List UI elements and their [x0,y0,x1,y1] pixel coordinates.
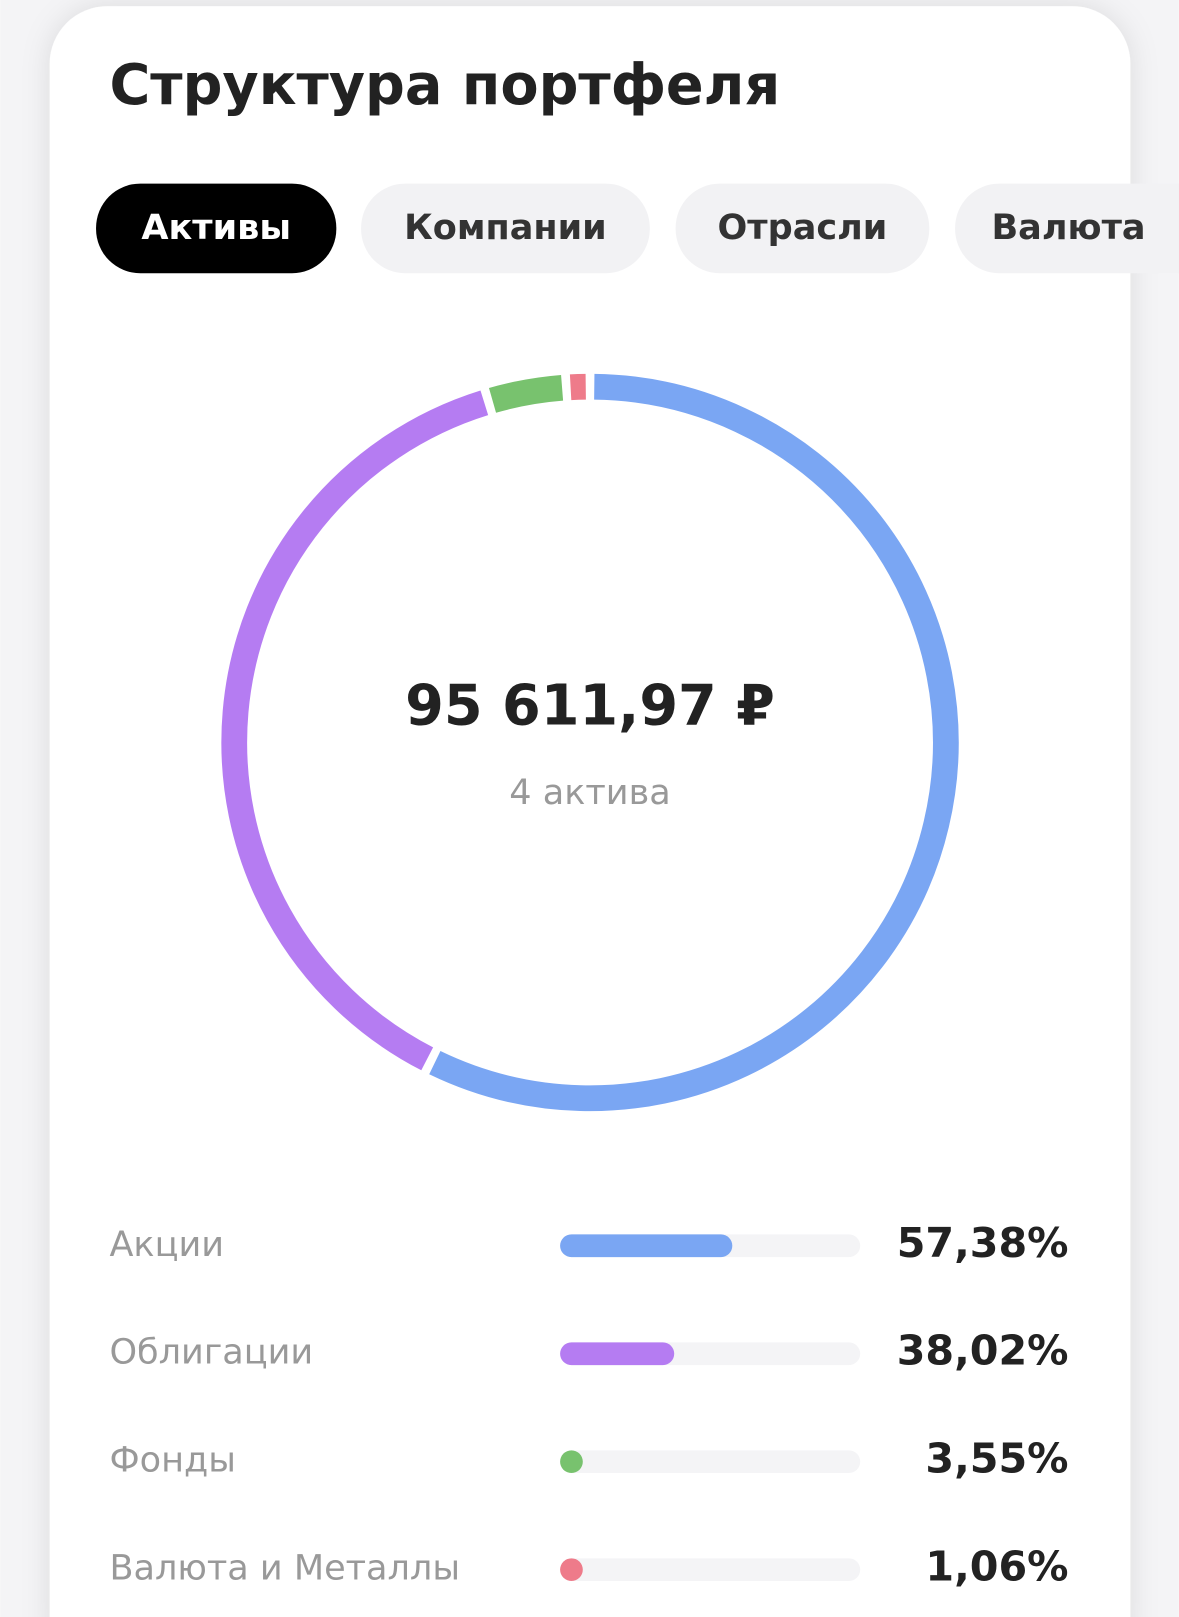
legend-label: Фонды [109,1440,235,1481]
legend-value: 38,02% [897,1327,1069,1375]
donut-segment [488,374,564,413]
donut-segment [221,390,489,1071]
legend-value: 3,55% [925,1435,1068,1483]
legend-label: Валюта и Металлы [109,1548,460,1589]
tab[interactable] [96,183,337,274]
tab[interactable] [955,183,1179,274]
asset-count: 4 актива [509,772,670,813]
card-title: Структура портфеля [109,53,780,118]
legend-track [560,1450,861,1474]
legend-bar [560,1450,583,1474]
tab[interactable] [361,183,650,274]
donut-segment [569,373,586,401]
legend-label: Облигации [109,1332,313,1373]
tab-label[interactable]: Отрасли [718,207,888,248]
legend-bar [560,1558,583,1582]
total-value: 95 611,97 ₽ [405,674,775,739]
tab-label[interactable]: Компании [404,207,607,248]
legend-bar [560,1234,733,1258]
legend-track [560,1558,861,1582]
card [49,6,1131,1617]
tab-label[interactable]: Активы [141,207,291,248]
donut-segment [429,373,959,1112]
legend-bar [560,1342,675,1366]
legend-value: 57,38% [897,1219,1069,1267]
tab[interactable] [675,183,930,274]
tab-label[interactable]: Валюта [991,207,1145,248]
legend-label: Акции [109,1224,224,1265]
legend-value: 1,06% [925,1543,1068,1591]
